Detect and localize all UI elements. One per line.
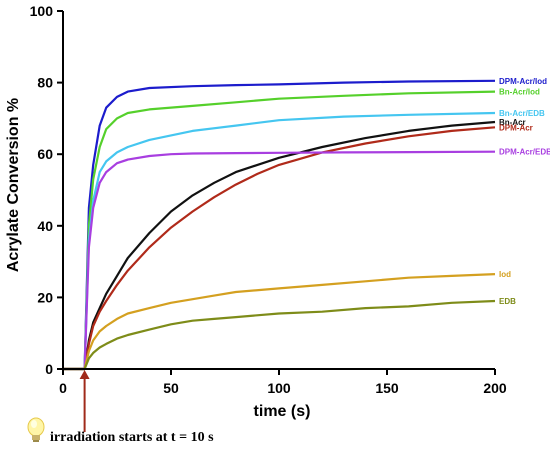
series-line [63,126,496,371]
y-tick-label: 20 [37,289,53,305]
x-tick-label: 100 [267,380,291,396]
series-label: Bn-Acr [499,118,526,127]
ticks: 0 20 40 60 80 100 0 50 100 150 200 [30,3,507,396]
y-tick-label: 100 [30,3,54,19]
series-label: DPM-Acr/Iod [499,77,547,86]
series-label: DPM-Acr/EDB [499,148,550,157]
series-label: EDB [499,297,516,306]
series-line [63,90,496,371]
series-layer [63,79,496,371]
irradiation-note: irradiation starts at t = 10 s [50,430,214,445]
series-line [63,273,496,371]
x-tick-label: 0 [59,380,67,396]
x-tick-label: 200 [483,380,507,396]
x-tick-label: 150 [375,380,399,396]
x-tick-label: 50 [163,380,179,396]
series-line [63,79,496,371]
series-label: DPM-Acr [499,123,533,132]
series-line [63,150,496,371]
series-label: Bn-Acr/EDB [499,109,545,118]
y-tick-label: 0 [45,361,53,377]
series-label: Iod [499,270,511,279]
light-bulb-icon [27,417,45,442]
y-tick-label: 80 [37,75,53,91]
y-tick-label: 60 [37,146,53,162]
y-axis-title: Acrylate Conversion % [5,98,22,272]
axes [62,11,495,370]
arrow-head [79,370,90,379]
y-tick-label: 40 [37,218,53,234]
series-line [63,299,496,371]
series-labels: DPM-Acr/IodBn-Acr/IodBn-Acr/EDBBn-AcrDPM… [499,77,550,306]
series-line [63,120,496,371]
x-axis-title: time (s) [254,403,311,420]
irradiation-annotation: irradiation starts at t = 10 s [27,370,214,445]
series-label: Bn-Acr/Iod [499,88,540,97]
